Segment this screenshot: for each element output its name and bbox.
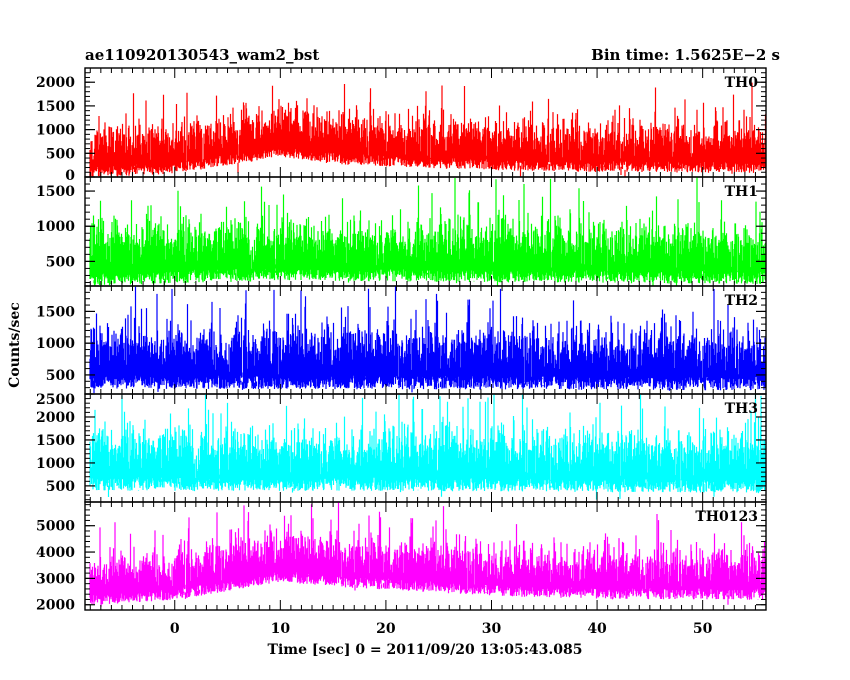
y-tick-label: 500 <box>46 479 75 495</box>
panel-label: TH3 <box>725 401 758 417</box>
panel-th3: 500 1000 1500 2000 2500 TH3 <box>36 392 767 503</box>
y-tick-label: 2000 <box>36 410 75 426</box>
x-tick-label: 50 <box>693 621 713 637</box>
panel-th1: 500 1000 1500 TH1 <box>36 176 767 287</box>
panel-th0: 0 500 1000 1500 2000 TH0 <box>36 67 767 184</box>
y-tick-label: 500 <box>46 254 75 270</box>
x-tick-label: 10 <box>271 621 291 637</box>
y-tick-label: 1000 <box>36 456 75 472</box>
y-tick-label: 1000 <box>36 219 75 235</box>
y-tick-label: 0 <box>65 168 75 184</box>
x-tick-label: 30 <box>482 621 502 637</box>
y-tick-label: 4000 <box>36 545 75 561</box>
panel-label: TH0123 <box>695 509 758 525</box>
bin-time: Bin time: 1.5625E−2 s <box>591 46 780 64</box>
y-tick-label: 1500 <box>36 304 75 320</box>
y-tick-label: 2500 <box>36 392 75 408</box>
panel-label: TH2 <box>725 293 758 309</box>
y-tick-label: 3000 <box>36 571 75 587</box>
x-axis-label: Time [sec] 0 = 2011/09/20 13:05:43.085 <box>268 642 583 658</box>
panel-label: TH0 <box>725 75 759 91</box>
y-tick-label: 500 <box>46 368 75 384</box>
y-tick-label: 1500 <box>36 184 75 200</box>
source-name: ae110920130543_wam2_bst <box>85 46 319 64</box>
series-th1 <box>89 177 766 286</box>
y-tick-label: 2000 <box>36 598 75 614</box>
y-tick-label: 500 <box>46 146 75 162</box>
panels: 0 500 1000 1500 2000 TH0 500 1000 1500 TH1 500 1000… <box>36 67 767 614</box>
series-th0 <box>89 82 766 177</box>
panel-th0123: 2000 3000 4000 5000 TH0123 <box>36 501 767 614</box>
panel-label: TH1 <box>725 184 758 200</box>
y-tick-label: 1500 <box>36 433 75 449</box>
y-tick-label: 1000 <box>36 336 75 352</box>
x-tick-label: 0 <box>170 621 180 637</box>
series-th2 <box>89 286 766 394</box>
x-tick-label: 20 <box>376 621 396 637</box>
y-tick-label: 1500 <box>36 99 75 115</box>
x-tick-label: 40 <box>587 621 607 637</box>
y-axis-label: Counts/sec <box>7 302 23 388</box>
panel-frame <box>84 501 767 611</box>
series-th3 <box>89 394 766 500</box>
y-tick-label: 5000 <box>36 519 75 535</box>
series-th0123 <box>89 502 766 607</box>
y-tick-label: 2000 <box>36 75 75 91</box>
y-tick-label: 1000 <box>36 123 75 139</box>
x-axis: 0 10 20 30 40 50 <box>170 621 713 637</box>
panel-th2: 500 1000 1500 TH2 <box>36 285 767 395</box>
